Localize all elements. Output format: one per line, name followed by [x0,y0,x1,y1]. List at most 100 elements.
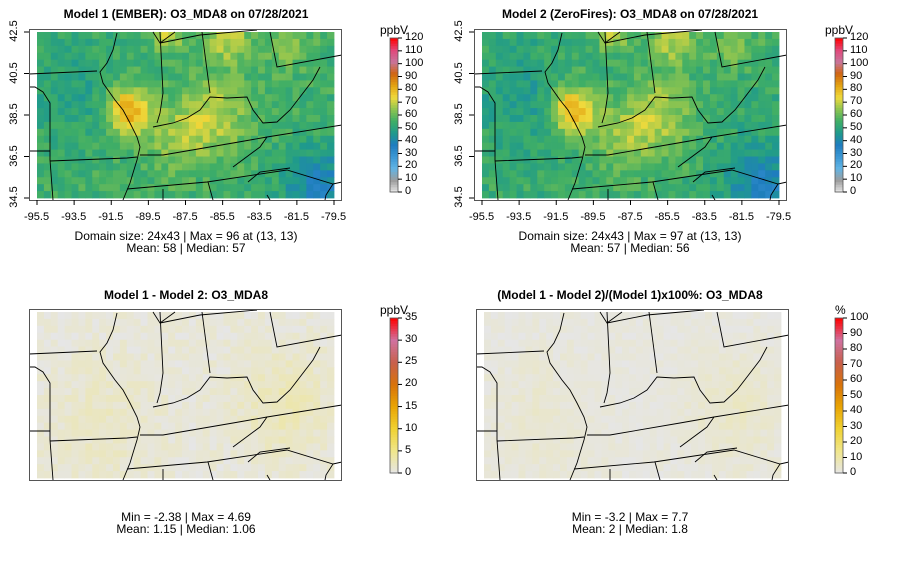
grid-cell [585,191,593,199]
grid-cell [564,121,573,130]
grid-cell [599,128,607,137]
grid-cell [656,367,664,375]
colorbar-segment [390,86,398,90]
grid-cell [518,381,526,389]
grid-cell [251,156,259,164]
grid-cell [751,121,759,130]
grid-cell [580,381,589,389]
grid-cell [682,80,690,88]
grid-cell [718,429,727,437]
grid-cell [737,38,745,47]
grid-cell [530,121,538,130]
grid-cell [168,464,176,472]
grid-cell [327,94,335,102]
colorbar-segment [835,413,843,417]
grid-cell [50,401,59,410]
grid-cell [216,471,224,479]
grid-cell [774,436,782,444]
grid-cell [566,381,575,389]
grid-cell [188,318,197,327]
grid-cell [509,101,517,109]
grid-cell [126,80,135,88]
grid-cell [760,471,768,479]
grid-cell [320,367,328,375]
grid-cell [711,360,720,368]
grid-cell [258,135,266,144]
grid-cell [530,135,538,144]
grid-cell [553,339,561,347]
grid-cell [546,401,554,410]
grid-cell [78,101,86,109]
state-boundary [156,311,164,404]
grid-cell [571,101,580,109]
grid-cell [751,156,759,164]
grid-cell [739,374,747,382]
grid-cell [237,457,245,465]
grid-cell [64,80,72,88]
grid-cell [299,395,307,403]
grid-cell [161,360,169,368]
grid-cell [216,59,224,67]
grid-cell [306,436,314,444]
grid-cell [182,408,190,417]
grid-cell [546,381,554,389]
grid-cell [258,80,266,88]
grid-cell [518,457,526,465]
grid-cell [635,429,644,437]
grid-cell [78,339,86,347]
grid-cell [292,149,300,157]
grid-cell [633,32,642,40]
grid-cell [106,59,114,67]
grid-cell [223,401,231,410]
grid-cell [92,73,100,81]
grid-cell [751,128,759,137]
colorbar-segment [390,115,398,119]
grid-cell [285,395,293,403]
grid-cell [627,80,635,88]
grid-cell [50,66,59,74]
grid-cell [202,457,211,465]
grid-cell [668,32,676,40]
grid-cell [523,59,531,67]
grid-cell [244,346,252,354]
grid-cell [684,395,692,403]
grid-cell [271,135,280,144]
grid-cell [106,374,114,382]
grid-cell [716,128,725,137]
grid-cell [691,450,699,458]
grid-cell [730,135,738,144]
state-boundary [716,311,790,348]
grid-cell [64,395,72,403]
grid-cell [656,360,664,368]
grid-cell [635,318,644,327]
grid-cell [725,401,734,410]
grid-cell [732,360,740,368]
grid-cell [209,149,217,157]
grid-cell [551,108,559,116]
grid-cell [580,450,589,458]
grid-cell [182,38,190,47]
colorbar-segment [835,318,843,322]
colorbar-frame [389,317,399,474]
grid-cell [530,170,538,178]
grid-cell [647,121,656,130]
grid-cell [126,66,135,74]
grid-cell [525,353,533,361]
grid-cell [737,184,745,192]
grid-cell [640,59,649,67]
grid-cell [43,121,52,130]
grid-cell [140,318,148,327]
grid-cell [675,135,683,144]
grid-cell [106,170,114,178]
grid-cell [175,59,183,67]
grid-cell [230,339,238,347]
grid-cell [620,52,628,61]
grid-cell [516,121,524,130]
grid-cell [271,457,280,465]
grid-cell [161,59,169,67]
grid-cell [629,464,637,472]
grid-cell [182,367,190,375]
grid-cell [640,108,649,116]
grid-cell [216,32,224,40]
grid-cell [774,312,782,320]
